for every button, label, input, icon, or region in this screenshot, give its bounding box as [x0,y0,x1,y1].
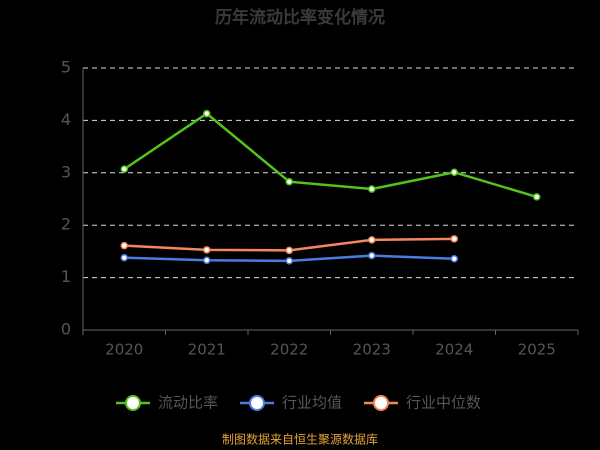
y-tick-label: 1 [61,267,71,286]
data-point [368,185,376,193]
legend-label: 行业中位数 [406,394,481,412]
source-note: 制图数据来自恒生聚源数据库 [222,432,378,447]
data-point [203,109,211,118]
chart-title: 历年流动比率变化情况 [215,7,385,28]
data-point [203,256,211,265]
x-tick-label: 2021 [188,341,226,359]
x-tick-label: 2024 [435,341,473,359]
data-point [368,236,376,244]
data-point [450,168,458,177]
data-point [120,165,128,173]
y-tick-label: 4 [61,110,71,129]
data-point [450,254,458,263]
y-tick-label: 5 [61,58,71,77]
data-point [285,246,293,255]
data-point [533,193,541,201]
legend-label: 行业均值 [282,394,342,412]
legend-label: 流动比率 [158,394,218,412]
data-point [203,246,211,254]
y-tick-label: 0 [61,320,71,339]
data-point [285,257,293,265]
x-tick-label: 2023 [353,341,391,359]
legend-swatch-marker [373,395,389,411]
legend-swatch-marker [249,395,265,411]
data-point [120,253,128,262]
legend-swatch-marker [125,395,141,411]
x-tick-label: 2025 [518,341,556,359]
data-point [285,177,293,186]
data-point [120,241,128,250]
x-tick-label: 2022 [270,341,308,359]
y-tick-label: 3 [61,162,71,181]
x-tick-label: 2020 [105,341,143,359]
y-tick-label: 2 [61,215,71,234]
data-point [450,235,458,243]
series-line [123,112,538,199]
data-point [368,251,376,260]
